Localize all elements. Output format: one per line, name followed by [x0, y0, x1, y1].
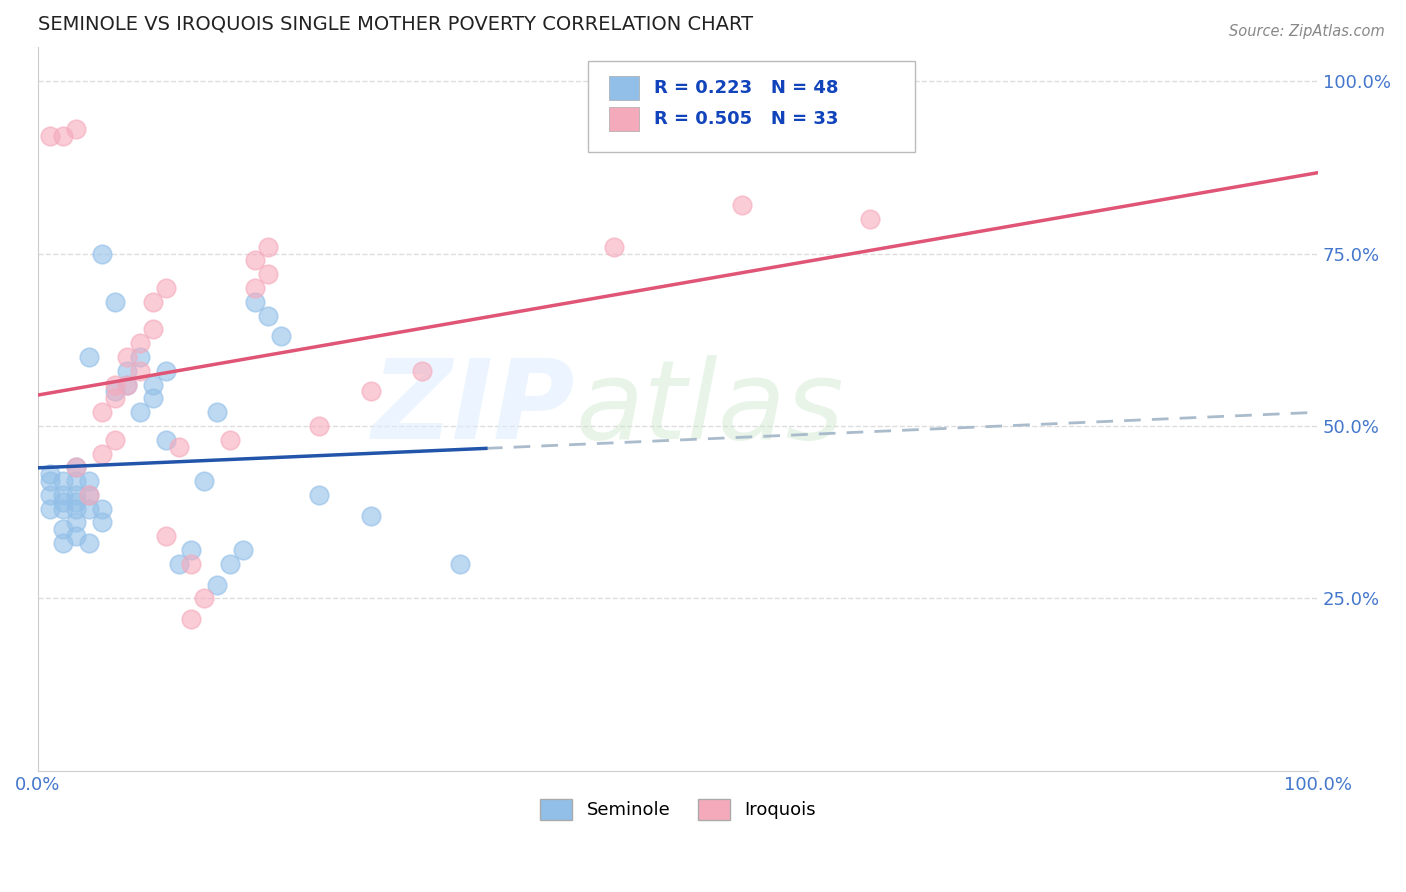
Point: [52, 501, 75, 516]
Point: [205, 577, 228, 591]
Point: [205, 405, 228, 419]
Point: [77, 536, 100, 550]
Point: [103, 294, 125, 309]
Point: [65, 488, 87, 502]
Point: [52, 495, 75, 509]
Text: atlas: atlas: [575, 355, 844, 462]
Point: [52, 474, 75, 488]
Point: [167, 440, 190, 454]
Point: [193, 474, 215, 488]
Point: [52, 536, 75, 550]
Point: [129, 336, 152, 351]
Point: [65, 495, 87, 509]
Point: [155, 529, 177, 543]
Point: [39, 488, 62, 502]
Point: [193, 591, 215, 606]
Point: [308, 488, 330, 502]
Point: [65, 460, 87, 475]
Point: [103, 377, 125, 392]
Text: R = 0.505   N = 33: R = 0.505 N = 33: [654, 110, 838, 128]
Point: [52, 488, 75, 502]
Point: [65, 460, 87, 475]
Point: [52, 522, 75, 536]
Point: [103, 384, 125, 399]
Point: [77, 488, 100, 502]
Point: [411, 364, 433, 378]
Point: [90, 246, 112, 260]
Point: [90, 446, 112, 460]
Point: [245, 294, 267, 309]
Point: [117, 350, 139, 364]
Point: [180, 557, 202, 571]
Point: [270, 329, 292, 343]
Point: [180, 612, 202, 626]
Point: [360, 384, 382, 399]
Point: [65, 474, 87, 488]
Point: [167, 557, 190, 571]
Point: [103, 433, 125, 447]
Point: [117, 364, 139, 378]
Point: [218, 557, 240, 571]
Point: [52, 129, 75, 144]
Point: [731, 198, 754, 212]
Point: [39, 474, 62, 488]
Point: [90, 405, 112, 419]
Point: [142, 322, 165, 336]
Point: [245, 253, 267, 268]
Point: [245, 281, 267, 295]
Point: [360, 508, 382, 523]
Text: ZIP: ZIP: [373, 355, 575, 462]
Point: [142, 294, 165, 309]
Point: [39, 467, 62, 482]
Point: [39, 129, 62, 144]
Point: [449, 557, 471, 571]
FancyBboxPatch shape: [609, 76, 640, 100]
Text: R = 0.223   N = 48: R = 0.223 N = 48: [654, 78, 838, 97]
Point: [257, 309, 280, 323]
Point: [129, 405, 152, 419]
Point: [103, 392, 125, 406]
Legend: Seminole, Iroquois: Seminole, Iroquois: [533, 791, 824, 827]
Text: Source: ZipAtlas.com: Source: ZipAtlas.com: [1229, 24, 1385, 39]
Point: [257, 239, 280, 253]
Point: [218, 433, 240, 447]
Point: [65, 501, 87, 516]
Point: [77, 488, 100, 502]
Point: [142, 392, 165, 406]
Point: [232, 543, 254, 558]
Point: [603, 239, 626, 253]
Point: [155, 364, 177, 378]
Point: [65, 529, 87, 543]
Point: [39, 501, 62, 516]
Point: [90, 501, 112, 516]
Text: SEMINOLE VS IROQUOIS SINGLE MOTHER POVERTY CORRELATION CHART: SEMINOLE VS IROQUOIS SINGLE MOTHER POVER…: [38, 15, 752, 34]
Point: [117, 377, 139, 392]
Point: [77, 474, 100, 488]
Point: [155, 281, 177, 295]
FancyBboxPatch shape: [588, 62, 915, 152]
Point: [77, 501, 100, 516]
Point: [65, 516, 87, 530]
Point: [117, 377, 139, 392]
Point: [77, 350, 100, 364]
FancyBboxPatch shape: [609, 107, 640, 131]
Point: [257, 267, 280, 281]
Point: [155, 433, 177, 447]
Point: [129, 350, 152, 364]
Point: [90, 516, 112, 530]
Point: [142, 377, 165, 392]
Point: [308, 418, 330, 433]
Point: [129, 364, 152, 378]
Point: [859, 212, 882, 227]
Point: [65, 122, 87, 136]
Point: [180, 543, 202, 558]
